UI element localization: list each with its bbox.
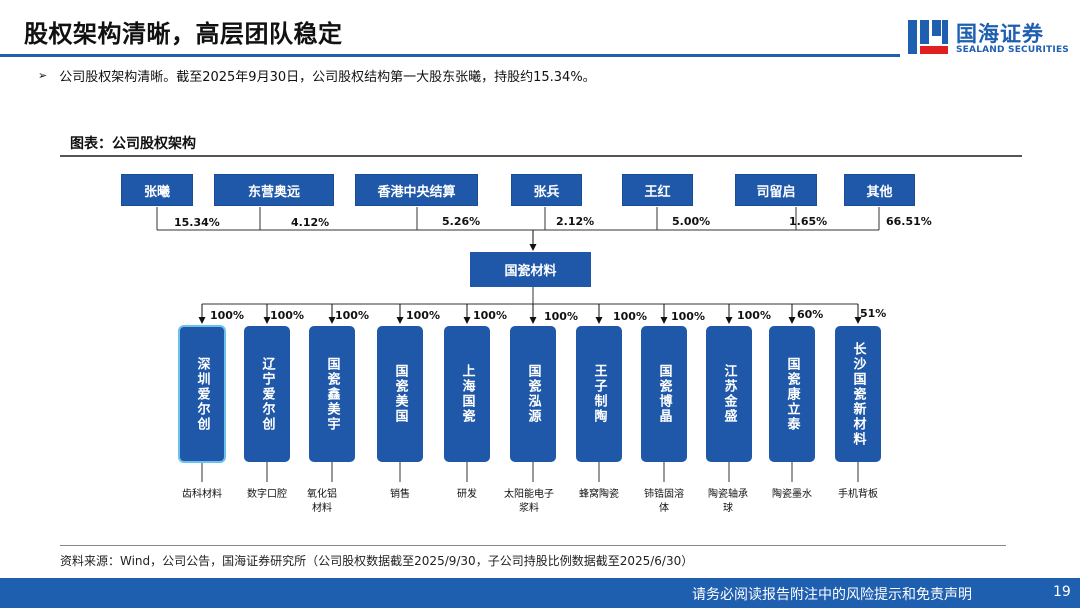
shareholder-node: 司留启 — [735, 174, 817, 206]
figure-title-divider — [60, 155, 1022, 157]
subsidiary-business: 氧化铝材料 — [307, 489, 337, 514]
page-number: 19 — [1053, 584, 1071, 600]
brand-logo: 国海证券 SEALAND SECURITIES — [906, 16, 1069, 60]
summary-text: 公司股权架构清晰。截至2025年9月30日，公司股权结构第一大股东张曦，持股约1… — [59, 70, 596, 85]
shareholder-pct: 5.26% — [442, 215, 481, 228]
source-note: 资料来源：Wind，公司公告，国海证券研究所（公司股权数据截至2025/9/30… — [60, 554, 694, 568]
subsidiary-node: 国瓷博晶 — [641, 326, 687, 462]
subsidiary-pct: 100% — [613, 310, 647, 323]
summary-bullet: ➢ 公司股权架构清晰。截至2025年9月30日，公司股权结构第一大股东张曦，持股… — [38, 66, 596, 85]
shareholder-pct: 5.00% — [672, 215, 711, 228]
shareholder-node: 东营奥远 — [214, 174, 334, 206]
shareholder-node: 其他 — [844, 174, 915, 206]
subsidiary-node: 王子制陶 — [576, 326, 622, 462]
shareholder-node: 张曦 — [121, 174, 193, 206]
source-divider — [60, 545, 1006, 546]
subsidiary-pct: 100% — [737, 309, 771, 322]
company-node: 国瓷材料 — [470, 252, 591, 287]
shareholder-pct: 4.12% — [291, 216, 330, 229]
shareholder-pct: 1.65% — [789, 215, 828, 228]
subsidiary-business: 研发 — [457, 489, 477, 500]
subsidiary-node: 长沙国瓷新材料 — [835, 326, 881, 462]
sealand-logo-icon — [908, 20, 948, 54]
logo-text-cn: 国海证券 — [956, 22, 1044, 46]
subsidiary-pct: 51% — [860, 307, 887, 320]
subsidiary-node: 辽宁爱尔创 — [244, 326, 290, 462]
subsidiary-pct: 100% — [544, 310, 578, 323]
subsidiary-business: 陶瓷轴承球 — [708, 489, 748, 514]
shareholder-node: 张兵 — [511, 174, 582, 206]
subsidiary-node: 国瓷鑫美宇 — [309, 326, 355, 462]
subsidiary-node: 国瓷康立泰 — [769, 326, 815, 462]
page-title: 股权架构清晰，高层团队稳定 — [24, 20, 343, 48]
shareholder-pct: 2.12% — [556, 215, 595, 228]
subsidiary-business: 手机背板 — [838, 489, 878, 500]
shareholder-pct: 66.51% — [886, 215, 932, 228]
subsidiary-business: 销售 — [390, 489, 410, 500]
subsidiary-node: 国瓷泓源 — [510, 326, 556, 462]
subsidiary-node: 江苏金盛 — [706, 326, 752, 462]
subsidiary-business: 陶瓷墨水 — [772, 489, 812, 500]
arrow-bullet-icon: ➢ — [38, 69, 48, 82]
subsidiary-pct: 100% — [406, 309, 440, 322]
subsidiary-business: 齿科材料 — [182, 489, 222, 500]
subsidiary-pct: 100% — [671, 310, 705, 323]
logo-text-en: SEALAND SECURITIES — [956, 45, 1069, 55]
subsidiary-pct: 100% — [210, 309, 244, 322]
subsidiary-business: 蜂窝陶瓷 — [579, 489, 619, 500]
subsidiary-node: 国瓷美国 — [377, 326, 423, 462]
subsidiary-business: 铈锆固溶体 — [644, 489, 684, 514]
subsidiary-business: 太阳能电子浆料 — [504, 489, 554, 514]
subsidiary-pct: 100% — [270, 309, 304, 322]
shareholder-pct: 15.34% — [174, 216, 220, 229]
header-divider — [0, 54, 900, 57]
subsidiary-pct: 100% — [335, 309, 369, 322]
footer-disclaimer: 请务必阅读报告附注中的风险提示和免责声明 — [692, 587, 972, 603]
subsidiary-pct: 100% — [473, 309, 507, 322]
shareholder-node: 王红 — [622, 174, 693, 206]
footer-bar — [0, 578, 1080, 608]
figure-title: 图表：公司股权架构 — [70, 136, 196, 152]
subsidiary-node: 上海国瓷 — [444, 326, 490, 462]
subsidiary-business: 数字口腔 — [247, 489, 287, 500]
shareholder-node: 香港中央结算 — [355, 174, 478, 206]
subsidiary-pct: 60% — [797, 308, 824, 321]
subsidiary-node: 深圳爱尔创 — [178, 325, 226, 463]
